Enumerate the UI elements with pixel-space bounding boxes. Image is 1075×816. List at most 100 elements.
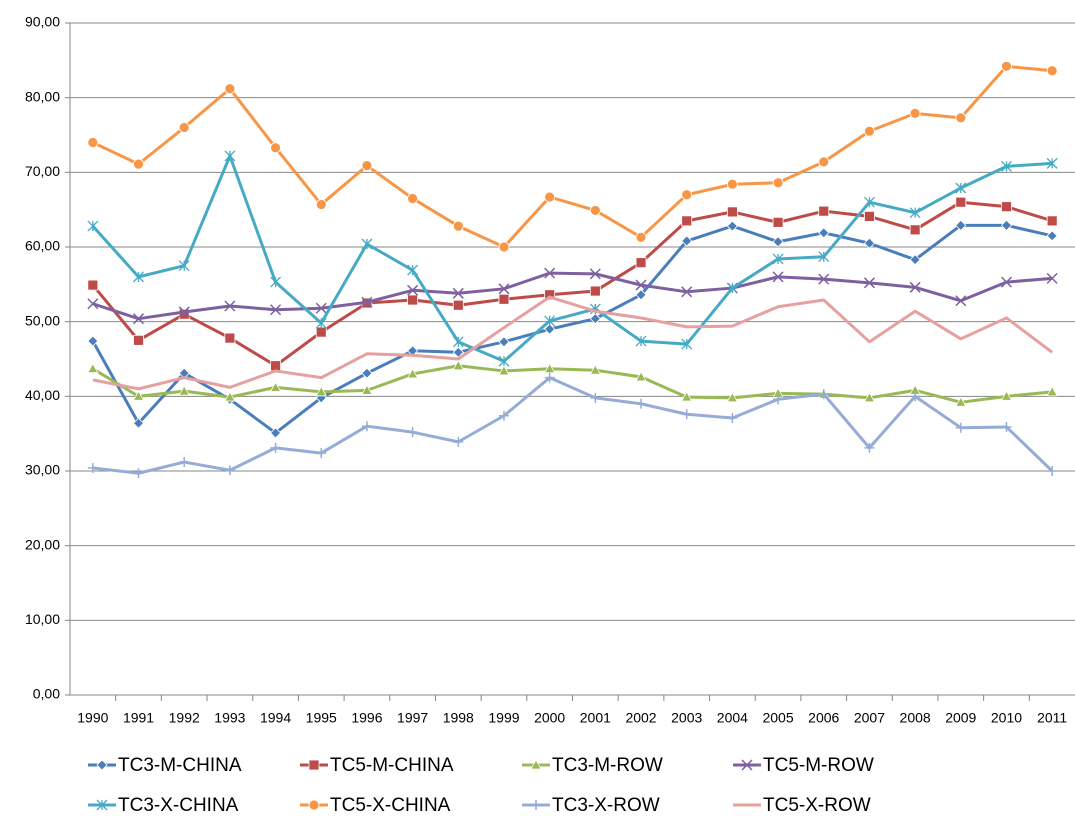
marker <box>452 299 464 311</box>
marker <box>270 360 281 372</box>
x-tick-label: 2005 <box>762 710 793 726</box>
x-tick-label: 2003 <box>671 710 702 726</box>
marker <box>818 273 830 285</box>
marker <box>955 112 967 124</box>
marker <box>133 158 144 170</box>
marker <box>361 296 373 308</box>
x-tick-label: 1996 <box>351 710 382 726</box>
series-line <box>91 223 1053 435</box>
legend-marker <box>308 799 320 811</box>
marker <box>178 306 190 318</box>
marker <box>635 335 647 347</box>
y-tick-label: 80,00 <box>25 88 60 104</box>
marker <box>498 355 510 367</box>
marker <box>453 436 464 447</box>
marker <box>315 386 327 397</box>
x-tick-label: 2007 <box>854 710 885 726</box>
series-line <box>92 295 1054 391</box>
marker <box>178 260 190 272</box>
marker <box>818 205 830 217</box>
marker <box>269 381 282 392</box>
marker <box>498 293 510 305</box>
marker <box>1046 65 1058 77</box>
marker <box>87 463 98 474</box>
marker <box>87 335 99 347</box>
x-tick-label: 2002 <box>625 710 656 726</box>
legend-marker <box>308 759 320 771</box>
x-tick-label: 1993 <box>214 710 245 726</box>
marker <box>772 253 784 265</box>
x-tick-label: 2004 <box>717 710 748 726</box>
marker <box>681 338 693 350</box>
marker <box>909 107 921 119</box>
marker <box>681 215 693 227</box>
marker <box>315 317 327 329</box>
marker <box>726 220 738 232</box>
marker <box>544 315 556 327</box>
marker <box>544 191 556 203</box>
marker <box>133 334 144 346</box>
marker <box>726 178 738 190</box>
marker <box>498 410 509 421</box>
marker <box>178 385 190 396</box>
marker <box>726 206 738 218</box>
marker <box>270 276 282 288</box>
marker <box>1046 157 1058 169</box>
marker <box>1000 390 1013 401</box>
marker <box>727 412 738 423</box>
marker <box>589 285 601 297</box>
marker <box>1001 160 1012 172</box>
x-tick-label: 1994 <box>260 710 291 726</box>
x-tick-label: 2008 <box>900 710 931 726</box>
marker <box>1046 272 1058 284</box>
marker <box>133 468 144 479</box>
marker <box>315 326 327 338</box>
marker <box>681 235 693 247</box>
y-tick-label: 10,00 <box>25 611 60 627</box>
marker <box>1000 219 1013 231</box>
marker <box>544 323 556 335</box>
marker <box>361 238 373 250</box>
marker <box>909 207 921 219</box>
marker <box>635 371 647 382</box>
marker <box>910 391 921 402</box>
marker <box>498 241 510 253</box>
marker <box>498 336 510 348</box>
marker <box>909 281 921 293</box>
legend-label: TC3-X-CHINA <box>118 795 239 816</box>
legend-label: TC3-X-ROW <box>552 795 660 816</box>
marker <box>818 227 830 239</box>
legend-label: TC5-X-CHINA <box>330 795 451 816</box>
series-line <box>92 364 1053 404</box>
x-tick-label: 2010 <box>991 710 1022 726</box>
y-tick-label: 30,00 <box>25 462 60 478</box>
legend-label: TC3-M-ROW <box>552 755 663 776</box>
marker <box>818 156 830 168</box>
marker <box>270 427 282 439</box>
marker <box>224 391 236 402</box>
legend-label: TC5-X-ROW <box>763 795 871 816</box>
marker <box>863 237 875 249</box>
marker <box>270 142 281 154</box>
marker <box>1047 466 1058 476</box>
x-tick-label: 1992 <box>169 710 200 726</box>
marker <box>452 359 464 371</box>
marker <box>315 199 327 210</box>
y-tick-label: 50,00 <box>25 312 60 328</box>
marker <box>452 336 464 348</box>
marker <box>635 231 647 243</box>
legend-marker <box>96 799 108 811</box>
marker <box>1046 230 1058 242</box>
marker <box>955 182 967 194</box>
marker <box>589 205 601 216</box>
marker <box>87 362 99 374</box>
marker <box>224 83 236 95</box>
legend-label: TC5-M-ROW <box>763 755 874 776</box>
marker <box>87 137 99 148</box>
marker <box>772 271 784 283</box>
marker <box>681 286 693 298</box>
marker <box>87 220 99 232</box>
y-tick-label: 20,00 <box>25 536 60 552</box>
marker <box>863 196 875 208</box>
x-tick-label: 2006 <box>808 710 839 726</box>
